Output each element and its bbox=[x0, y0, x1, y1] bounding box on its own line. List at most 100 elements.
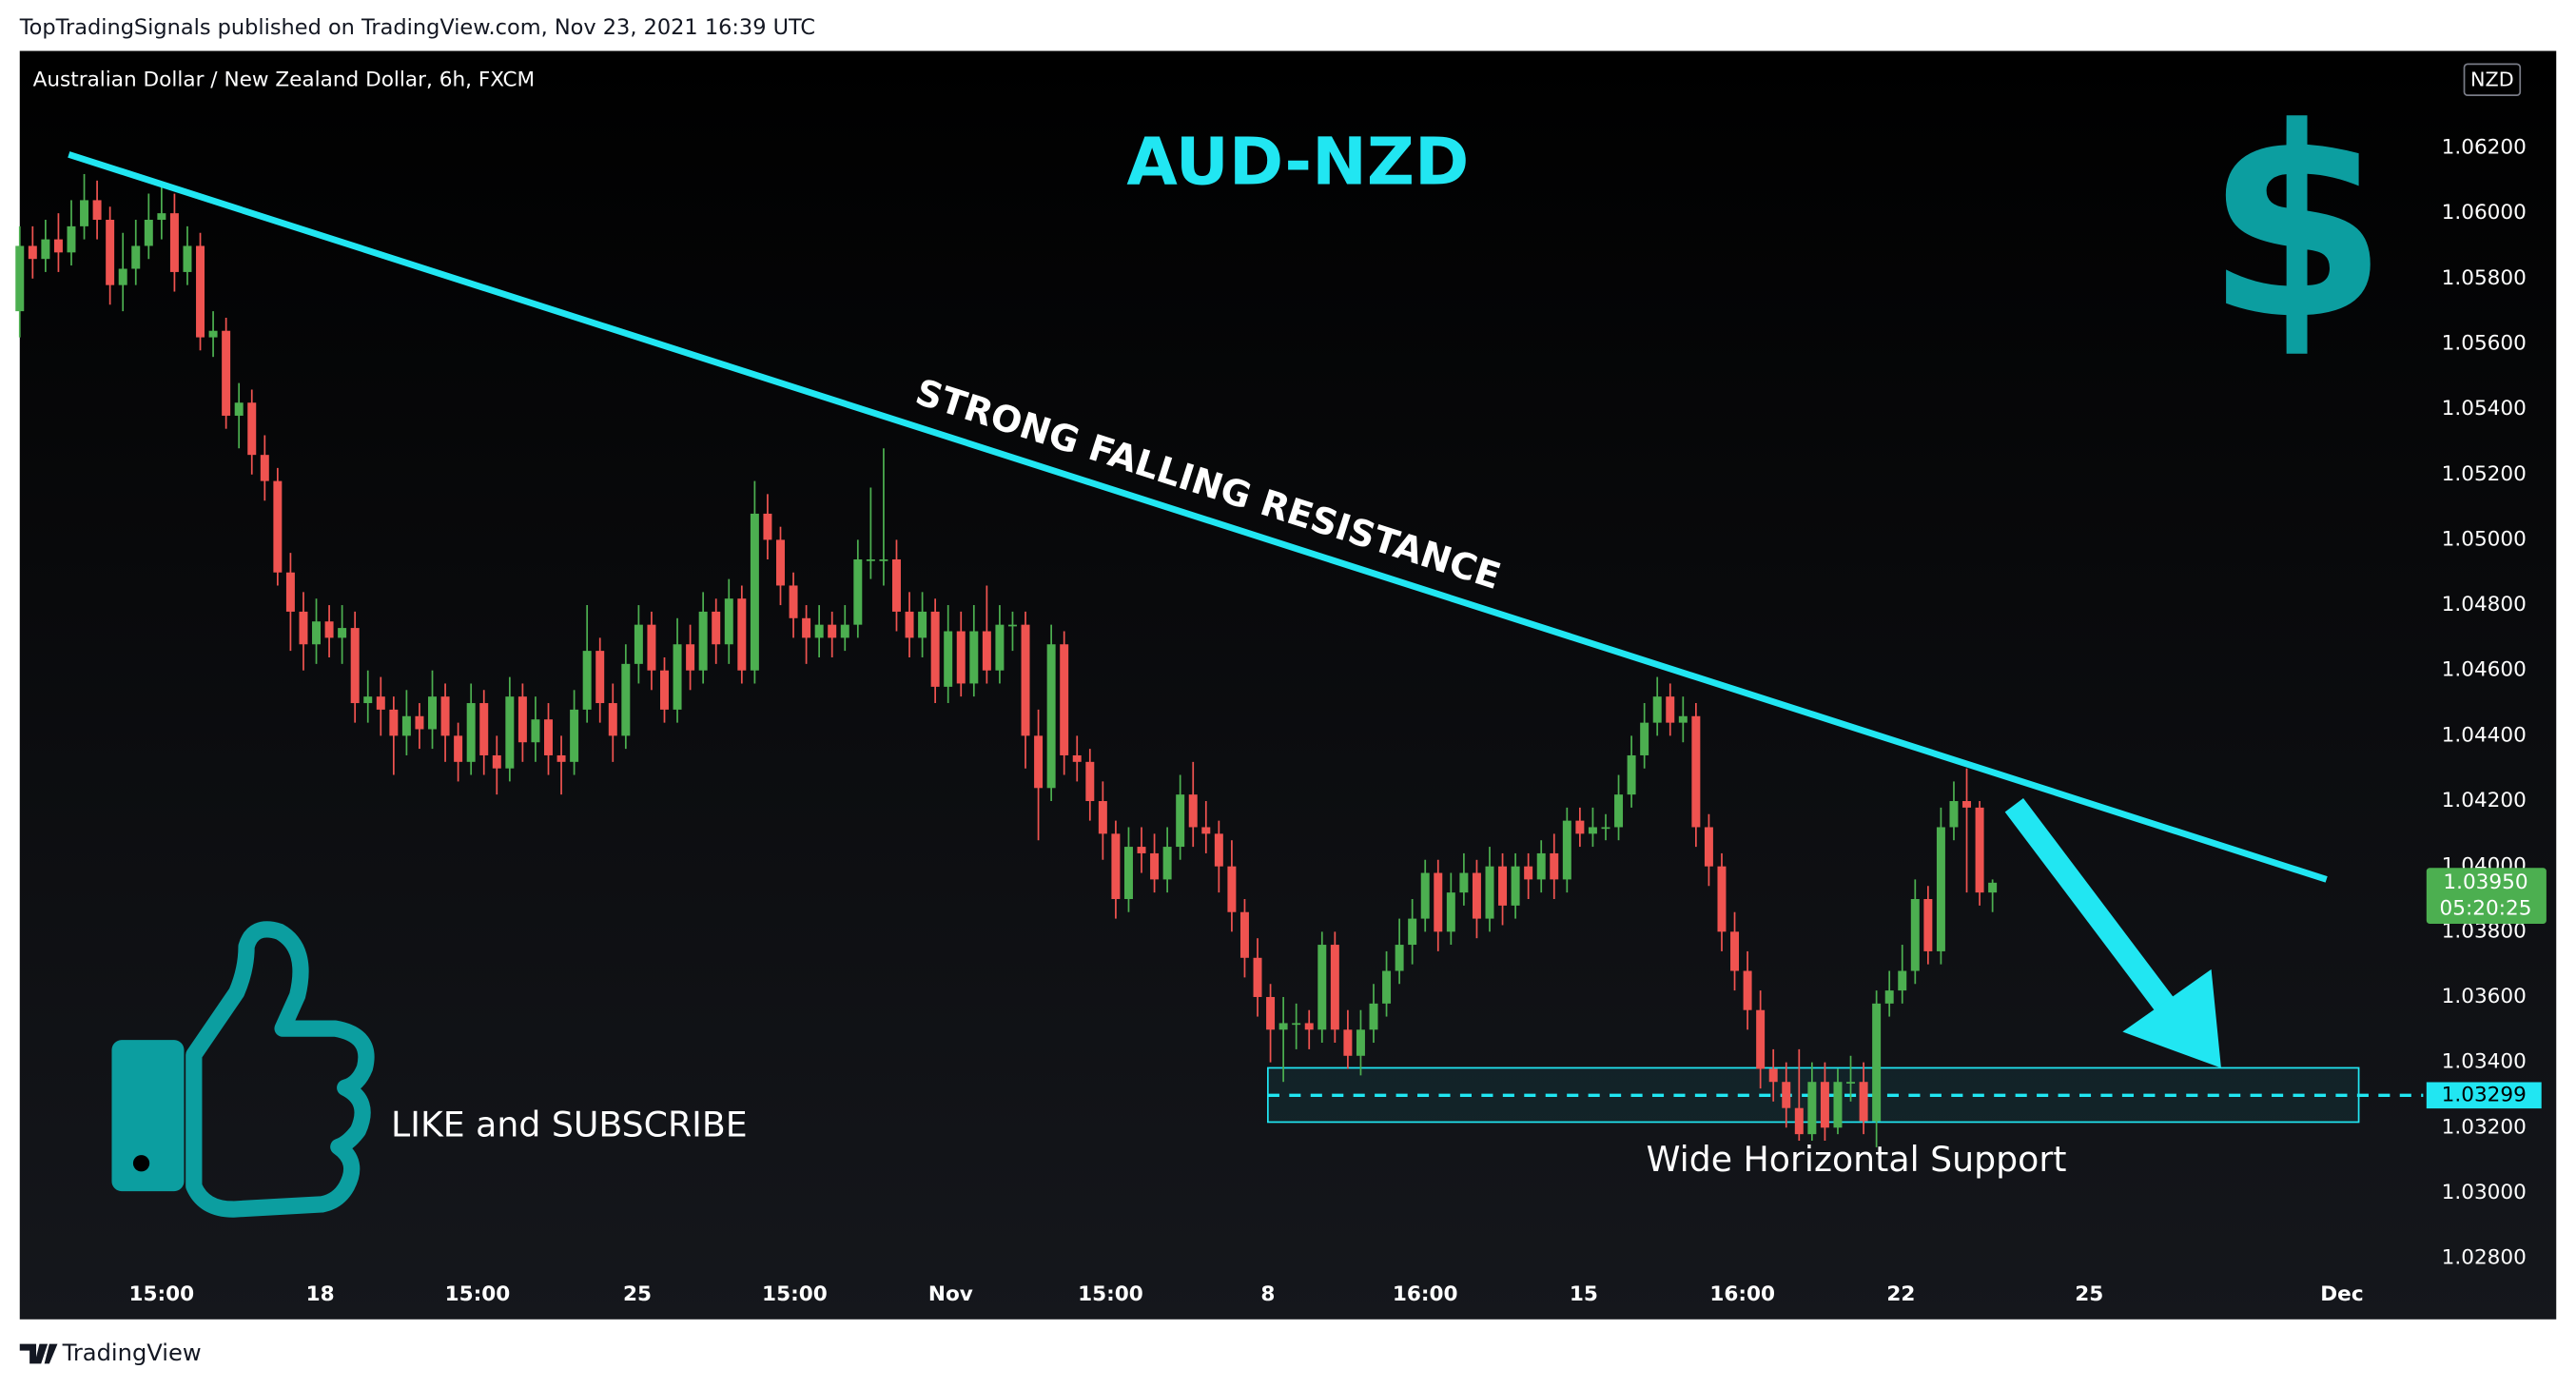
y-tick-label: 1.04400 bbox=[2442, 723, 2527, 747]
x-tick-label: Dec bbox=[2320, 1282, 2363, 1306]
candle-body bbox=[1137, 847, 1146, 853]
candle-body bbox=[1098, 801, 1107, 834]
candle-body bbox=[1846, 1082, 1856, 1084]
arrow-shaft bbox=[2004, 797, 2175, 1013]
x-tick-label: 25 bbox=[2075, 1282, 2103, 1306]
x-tick-label: 16:00 bbox=[1393, 1282, 1458, 1306]
arrow-head bbox=[2122, 968, 2221, 1068]
candle-body bbox=[930, 611, 940, 687]
candle-body bbox=[492, 754, 501, 769]
y-tick-label: 1.05400 bbox=[2442, 397, 2527, 421]
candle-body bbox=[570, 709, 579, 762]
candle-body bbox=[376, 696, 385, 710]
candle-body bbox=[866, 558, 875, 561]
support-price-box bbox=[2426, 1082, 2542, 1109]
candle-body bbox=[312, 621, 322, 645]
candle-body bbox=[582, 651, 592, 710]
y-tick-label: 1.05800 bbox=[2442, 266, 2527, 290]
candle-body bbox=[1627, 754, 1636, 795]
candle-body bbox=[1356, 1029, 1365, 1056]
candle-body bbox=[802, 617, 811, 638]
candle-body bbox=[273, 480, 283, 573]
candle-body bbox=[1833, 1082, 1843, 1128]
candle-body bbox=[169, 213, 179, 272]
candle-body bbox=[466, 703, 476, 762]
candle-body bbox=[1884, 990, 1894, 1004]
candle-body bbox=[982, 631, 991, 671]
candle-body bbox=[1369, 1003, 1378, 1030]
candle-body bbox=[969, 631, 979, 684]
candle-body bbox=[196, 245, 205, 338]
candle-body bbox=[80, 200, 89, 226]
candle-body bbox=[454, 735, 463, 762]
chart-panel bbox=[19, 50, 2557, 1320]
candle-body bbox=[789, 585, 798, 618]
candle-body bbox=[1691, 715, 1701, 828]
candle-body bbox=[1188, 794, 1198, 828]
y-tick-label: 1.02800 bbox=[2442, 1246, 2527, 1270]
candle-body bbox=[1007, 624, 1017, 627]
candle-body bbox=[531, 719, 540, 743]
publish-header: TopTradingSignals published on TradingVi… bbox=[19, 15, 815, 40]
call-to-action: LIKE and SUBSCRIBE bbox=[391, 1105, 748, 1145]
candle-body bbox=[1292, 1023, 1301, 1026]
candle-body bbox=[1872, 1003, 1882, 1122]
candle-body bbox=[1060, 644, 1069, 755]
candle-body bbox=[1176, 794, 1185, 848]
y-tick-label: 1.05000 bbox=[2442, 527, 2527, 551]
candle-body bbox=[1536, 852, 1546, 880]
candle-body bbox=[157, 213, 166, 221]
candle-body bbox=[1859, 1082, 1868, 1122]
y-tick-label: 1.05200 bbox=[2442, 462, 2527, 486]
candle-body bbox=[1459, 872, 1469, 893]
candle-body bbox=[1239, 911, 1249, 958]
candle-body bbox=[660, 670, 669, 710]
brand: TradingView bbox=[62, 1340, 202, 1366]
candle-body bbox=[389, 709, 399, 736]
candle-body bbox=[1807, 1082, 1817, 1135]
dollar-icon: $ bbox=[2205, 72, 2388, 378]
candle-body bbox=[144, 220, 153, 246]
candle-body bbox=[247, 402, 257, 456]
x-tick-label: 15:00 bbox=[129, 1282, 195, 1306]
candle-body bbox=[1021, 624, 1030, 736]
candle-body bbox=[1524, 866, 1533, 880]
countdown-label: 05:20:25 bbox=[2440, 896, 2532, 920]
candle-body bbox=[363, 696, 373, 704]
candle-body bbox=[1988, 882, 1998, 893]
candle-body bbox=[1975, 807, 1984, 893]
candle-body bbox=[1652, 696, 1662, 723]
candle-body bbox=[712, 611, 721, 645]
candle-body bbox=[1562, 820, 1571, 880]
candle-body bbox=[479, 703, 489, 755]
candle-body bbox=[1910, 898, 1920, 971]
candle-body bbox=[737, 598, 747, 671]
candle-body bbox=[183, 245, 192, 272]
currency: NZD bbox=[2470, 68, 2514, 91]
candle-body bbox=[608, 703, 617, 736]
candle-body bbox=[1511, 866, 1520, 906]
candle-body bbox=[1111, 833, 1121, 899]
candle-body bbox=[1575, 820, 1585, 834]
x-tick-label: 22 bbox=[1886, 1282, 1915, 1306]
candle-body bbox=[1343, 1029, 1353, 1056]
candle-body bbox=[1150, 852, 1160, 880]
y-tick-label: 1.04200 bbox=[2442, 789, 2527, 812]
candle-body bbox=[1227, 866, 1237, 912]
support-label: Wide Horizontal Support bbox=[1647, 1139, 2067, 1180]
candle-body bbox=[1678, 715, 1688, 723]
candle-body bbox=[1550, 852, 1559, 880]
candle-body bbox=[905, 611, 914, 638]
candle-body bbox=[814, 624, 824, 638]
candle-body bbox=[222, 330, 231, 416]
currency-box bbox=[2463, 63, 2522, 97]
candle-body bbox=[1408, 918, 1417, 946]
candle-body bbox=[67, 225, 76, 253]
candle-body bbox=[285, 572, 295, 612]
candle-body bbox=[1936, 827, 1945, 951]
candle-body bbox=[1072, 754, 1082, 762]
candle-body bbox=[1768, 1068, 1778, 1083]
candle-body bbox=[1304, 1023, 1314, 1030]
candle-body bbox=[544, 719, 553, 755]
